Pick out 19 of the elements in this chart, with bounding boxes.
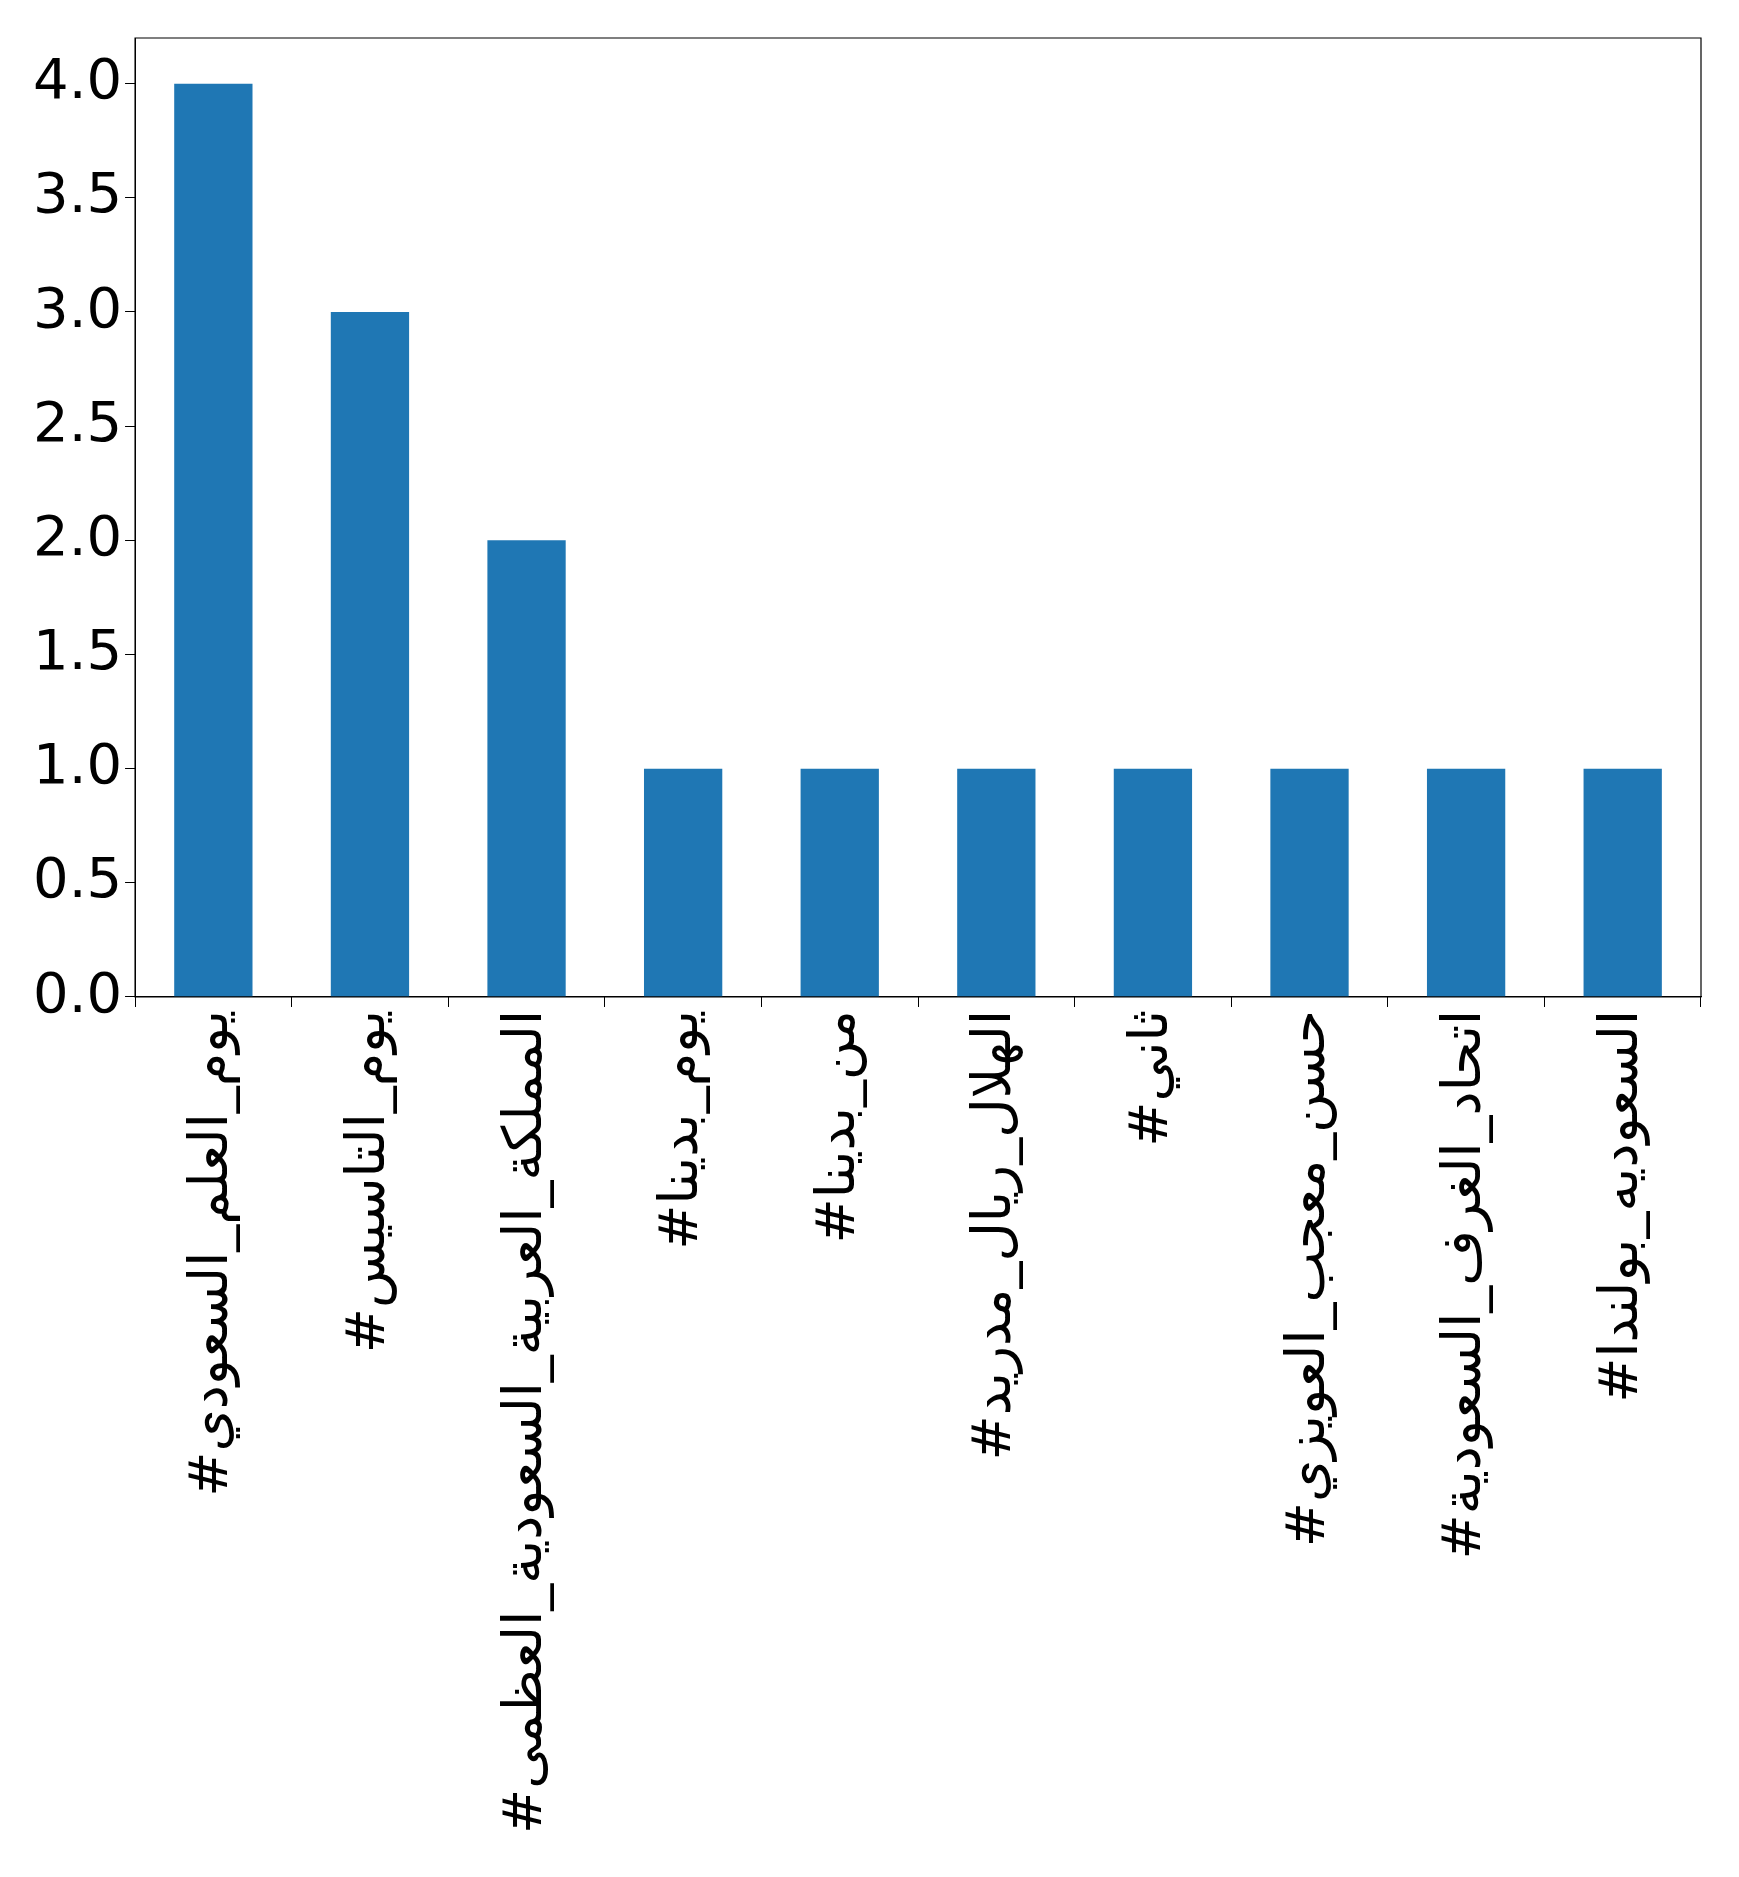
y-tick-label: 0.0 <box>33 959 123 1025</box>
x-tick-label: #ثاني <box>1116 1010 1180 1147</box>
y-tick-label: 3.5 <box>33 160 123 226</box>
x-tick-label: #يوم_التاسيس <box>333 1010 397 1354</box>
y-tick-label: 0.5 <box>33 845 123 911</box>
x-tick-label: #اتحاد_الغرف_السعودية <box>1430 1010 1494 1560</box>
x-tick-label: #يوم_العلم_السعودي <box>177 1010 241 1497</box>
y-tick-label: 4.0 <box>33 46 123 112</box>
x-tick-label: #حسن_معجب_العويزي <box>1273 1010 1337 1548</box>
y-tick-label: 2.5 <box>33 388 123 454</box>
y-tick-label: 1.0 <box>33 731 123 797</box>
y-tick-label: 2.0 <box>33 502 123 568</box>
y-tick-label: 3.0 <box>33 274 123 340</box>
x-tick-label: #الهلال_ريال_مدريد <box>960 1010 1024 1461</box>
x-tick-label: #المملكة_العربية_السعودية_العظمى <box>490 1010 554 1835</box>
x-tick-label: #يوم_بدينا <box>647 1010 711 1250</box>
y-tick-label: 1.5 <box>33 617 123 683</box>
x-tick-label: #السعوديه_بولندا <box>1586 1010 1650 1403</box>
x-tick-label: #من_بدينا <box>803 1010 867 1244</box>
